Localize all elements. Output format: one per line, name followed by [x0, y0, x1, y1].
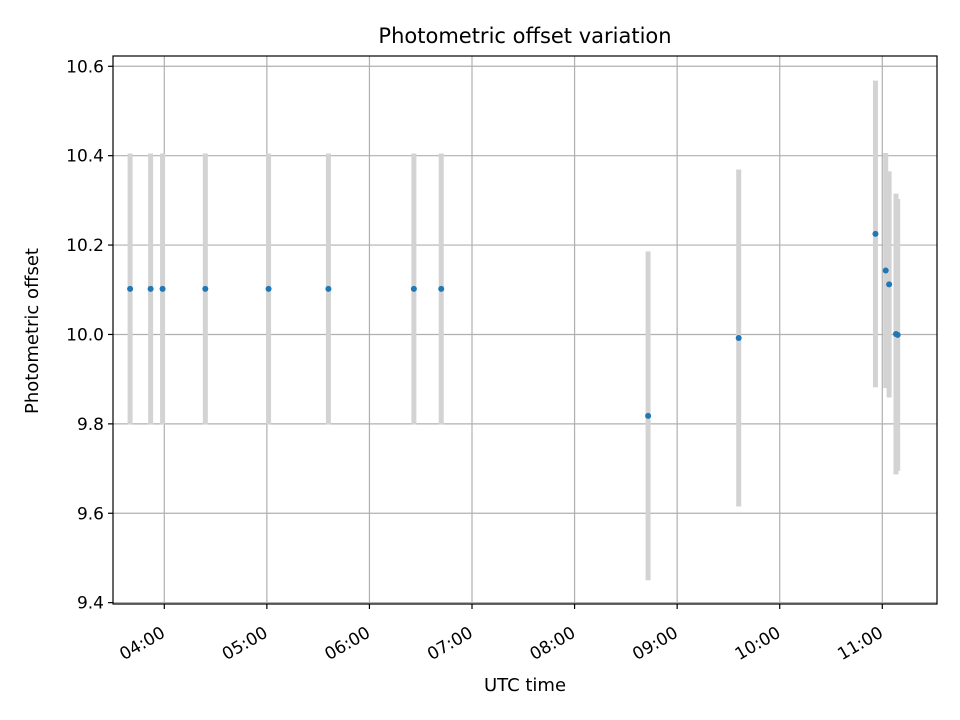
data-point [325, 285, 332, 292]
data-point [127, 285, 134, 292]
data-point [147, 285, 154, 292]
y-axis-label: Photometric offset [22, 248, 43, 414]
y-tick-label: 10.6 [66, 57, 104, 77]
chart-title: Photometric offset variation [378, 24, 671, 48]
y-tick-label: 10.0 [66, 325, 104, 345]
data-point [886, 281, 893, 288]
data-point [410, 285, 417, 292]
y-tick-label: 10.4 [66, 147, 104, 167]
data-points [127, 230, 901, 419]
x-axis-label: UTC time [484, 675, 566, 696]
y-tick-label: 10.2 [66, 236, 104, 256]
data-point [202, 285, 209, 292]
data-point [872, 230, 879, 237]
data-point [265, 285, 272, 292]
data-point [735, 335, 742, 342]
plot-frame [112, 55, 938, 605]
y-tick-label: 9.4 [77, 594, 104, 614]
y-tick-label: 9.6 [77, 504, 104, 524]
data-point [159, 285, 166, 292]
data-point [894, 331, 901, 338]
grid [113, 56, 937, 604]
data-point [645, 412, 652, 419]
data-point [882, 267, 889, 274]
y-tick-label: 9.8 [77, 415, 104, 435]
data-point [438, 285, 445, 292]
